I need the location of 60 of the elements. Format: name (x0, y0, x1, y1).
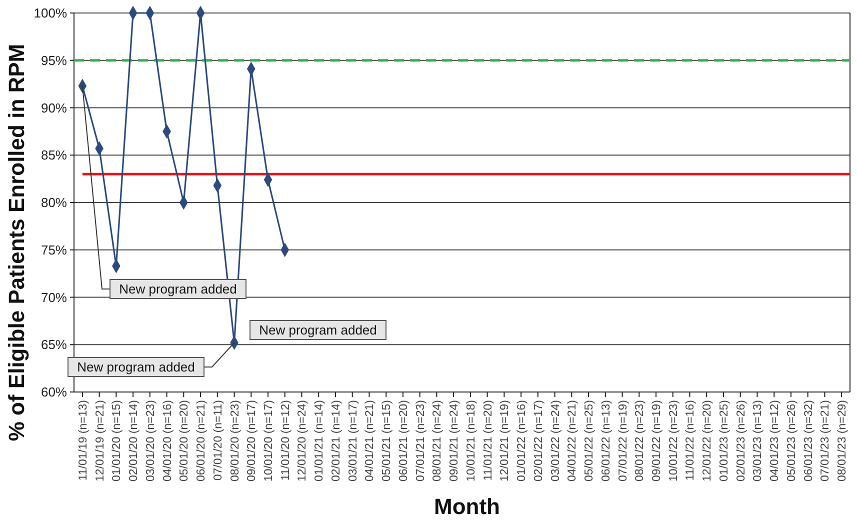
x-tick-label: 02/01/22 (n=17) (532, 400, 545, 482)
x-tick-label: 01/01/20 (n=15) (111, 400, 124, 482)
y-tick-label: 70% (40, 290, 68, 305)
annotation: New program added (77, 360, 195, 375)
x-tick-label: 03/01/23 (n=13) (752, 400, 764, 482)
y-tick-label: 75% (40, 242, 68, 258)
y-axis-title: % of Eligible Patients Enrolled in RPM (4, 44, 29, 442)
y-tick-label: 90% (40, 100, 68, 116)
x-tick-label: 06/01/23 (n=32) (802, 400, 815, 482)
x-tick-label: 02/01/23 (n=26) (735, 400, 748, 482)
x-tick-label: 03/01/20 (n=23) (144, 400, 157, 482)
x-tick-label: 01/01/23 (n=25) (718, 400, 730, 482)
x-tick-label: 07/01/23 (n=21) (820, 400, 832, 482)
x-tick-label: 08/01/23 (n=29) (836, 400, 849, 482)
x-tick-label: 07/01/20 (n=11) (212, 400, 224, 481)
x-tick-label: 02/01/21 (n=14) (330, 400, 342, 482)
x-tick-label: 12/01/22 (n=20) (702, 400, 714, 482)
x-tick-label: 12/01/19 (n=21) (94, 400, 106, 482)
x-tick-label: 04/01/21 (n=21) (364, 400, 376, 482)
x-tick-label: 10/01/21 (n=18) (465, 400, 478, 482)
x-tick-label: 05/01/21 (n=15) (381, 400, 394, 482)
x-axis-title: Month (434, 494, 500, 519)
y-tick-label: 95% (40, 52, 68, 68)
x-tick-label: 08/01/22 (n=23) (634, 400, 646, 482)
x-tick-label: 05/01/20 (n=20) (178, 400, 191, 482)
x-tick-label: 06/01/22 (n=13) (600, 400, 612, 482)
y-tick-label: 85% (40, 148, 68, 163)
x-tick-label: 06/01/21 (n=20) (398, 400, 410, 482)
x-tick-label: 10/01/20 (n=17) (263, 400, 275, 482)
y-tick-label: 80% (40, 195, 68, 210)
x-tick-label: 12/01/21 (n=19) (499, 400, 512, 482)
y-tick-label: 100% (34, 6, 68, 21)
x-tick-label: 11/01/21 (n=20) (482, 400, 494, 481)
x-tick-label: 11/01/22 (n=16) (684, 400, 697, 481)
x-tick-label: 04/01/22 (n=21) (566, 400, 579, 482)
annotation: New program added (259, 322, 377, 338)
x-tick-label: 09/01/20 (n=17) (246, 400, 258, 482)
x-tick-label: 07/01/21 (n=23) (414, 400, 427, 482)
x-tick-label: 05/01/23 (n=26) (786, 400, 798, 482)
x-tick-label: 09/01/21 (n=24) (448, 400, 461, 482)
x-tick-label: 08/01/20 (n=23) (229, 400, 242, 482)
x-tick-label: 12/01/20 (n=24) (296, 400, 309, 482)
x-tick-label: 11/01/20 (n=12) (280, 400, 292, 481)
x-tick-label: 08/01/21 (n=24) (432, 400, 444, 482)
x-tick-label: 07/01/22 (n=19) (617, 400, 630, 482)
y-tick-label: 65% (40, 337, 68, 352)
x-tick-label: 03/01/21 (n=17) (347, 400, 360, 482)
x-tick-label: 01/01/22 (n=16) (516, 400, 528, 482)
x-tick-label: 11/01/19 (n=13) (77, 400, 90, 481)
y-tick-label: 60% (40, 384, 68, 400)
x-tick-label: 03/01/22 (n=24) (550, 400, 562, 482)
x-tick-label: 01/01/21 (n=14) (314, 400, 326, 482)
x-tick-label: 06/01/20 (n=21) (196, 400, 208, 482)
x-tick-label: 09/01/22 (n=19) (651, 400, 663, 482)
annotation: New program added (119, 282, 237, 297)
x-tick-label: 04/01/20 (n=16) (162, 400, 174, 482)
x-tick-label: 05/01/22 (n=25) (584, 400, 596, 482)
x-tick-label: 04/01/23 (n=12) (769, 400, 782, 482)
x-tick-label: 10/01/22 (n=23) (668, 400, 680, 482)
x-tick-label: 02/01/20 (n=14) (128, 400, 140, 482)
